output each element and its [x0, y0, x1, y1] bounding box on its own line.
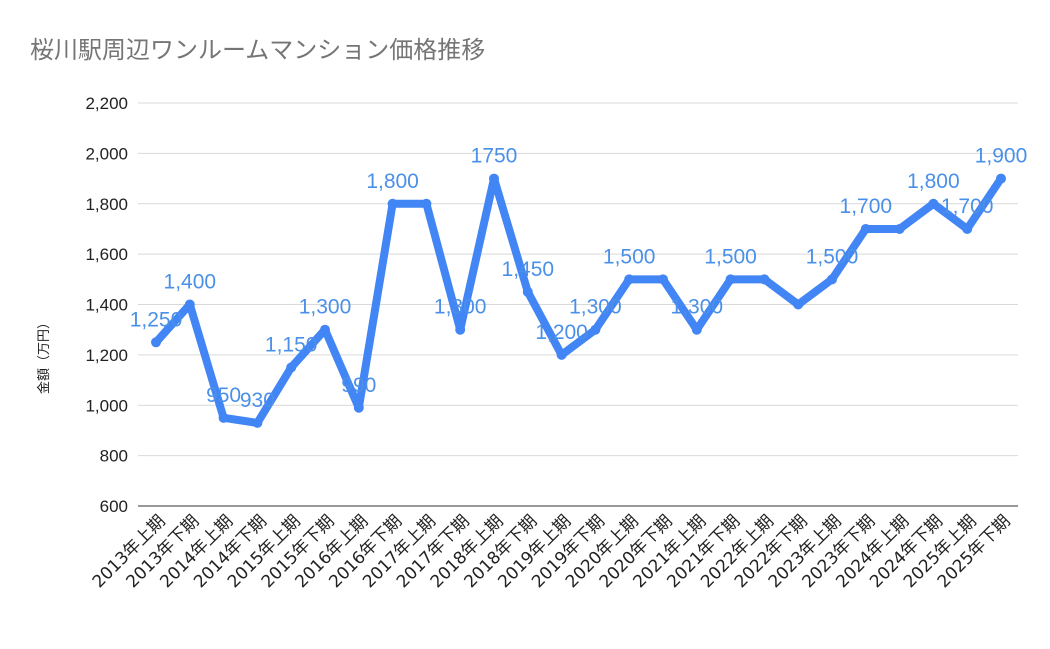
y-axis-label: 金額（万円） — [36, 316, 52, 394]
data-point — [489, 173, 499, 184]
data-point — [590, 324, 601, 335]
y-tick-label: 1,200 — [85, 346, 128, 365]
data-label: 1,300 — [299, 296, 352, 319]
data-point — [522, 286, 533, 297]
data-point — [455, 324, 466, 335]
data-label: 1,200 — [535, 321, 588, 344]
data-point — [962, 223, 973, 234]
data-point — [624, 274, 635, 285]
y-tick-label: 1,800 — [85, 195, 128, 214]
data-point — [252, 417, 263, 428]
data-label: 1,150 — [265, 333, 318, 356]
series-points — [151, 173, 1006, 428]
data-label: 1,400 — [164, 271, 217, 294]
y-tick-label: 2,200 — [85, 94, 128, 113]
data-label: 1,450 — [502, 258, 555, 281]
data-label: 1,900 — [975, 145, 1028, 168]
data-label: 1,300 — [671, 296, 724, 319]
y-axis-ticks: 600 800 1,000 1,200 1,400 1,600 1,800 2,000 2,20… — [85, 94, 128, 516]
x-axis-ticks: 2013年上期2013年下期2014年上期2014年下期2015年上期2015年… — [89, 511, 1015, 592]
data-label: 1,500 — [806, 245, 859, 268]
gridlines — [138, 102, 1018, 457]
data-point — [996, 173, 1006, 184]
data-point — [286, 362, 297, 373]
data-label: 1750 — [471, 145, 518, 168]
data-point — [387, 198, 398, 209]
data-point — [320, 324, 330, 335]
data-point — [658, 274, 668, 285]
data-label: 1,700 — [941, 195, 994, 218]
data-point — [691, 324, 702, 335]
data-label: 1,800 — [366, 170, 419, 193]
series-line — [152, 174, 1005, 427]
data-label: 1,500 — [704, 245, 757, 268]
data-point — [353, 402, 364, 413]
data-label: 1,700 — [840, 195, 893, 218]
data-label: 1,250 — [130, 308, 183, 331]
data-point — [759, 274, 770, 285]
y-tick-label: 1,600 — [85, 245, 128, 264]
y-tick-label: 800 — [100, 447, 128, 466]
data-point — [151, 337, 161, 348]
data-point — [725, 274, 736, 285]
data-point — [184, 299, 195, 310]
y-tick-label: 2,000 — [85, 144, 128, 163]
data-point — [421, 198, 432, 209]
data-label: 990 — [341, 374, 376, 397]
data-label: 1,500 — [603, 245, 656, 268]
y-tick-label: 600 — [100, 497, 128, 516]
data-label: 1,800 — [907, 170, 960, 193]
data-label: 1,300 — [434, 296, 487, 319]
data-point — [556, 349, 567, 360]
data-point — [928, 198, 939, 209]
data-labels: 1,2501,4009509301,1501,3009901,8001,3001… — [130, 145, 1028, 412]
y-tick-label: 1,000 — [85, 396, 128, 415]
data-point — [860, 223, 871, 234]
data-point — [218, 412, 229, 423]
series-polyline — [152, 174, 1005, 427]
chart-title: 桜川駅周辺ワンルームマンション価格推移 — [30, 36, 485, 64]
data-label: 1,300 — [569, 296, 622, 319]
data-point — [894, 223, 905, 234]
data-label: 930 — [240, 389, 275, 412]
data-label: 950 — [206, 384, 241, 407]
data-point — [793, 299, 804, 310]
data-point — [827, 274, 837, 285]
y-tick-label: 1,400 — [85, 296, 128, 315]
